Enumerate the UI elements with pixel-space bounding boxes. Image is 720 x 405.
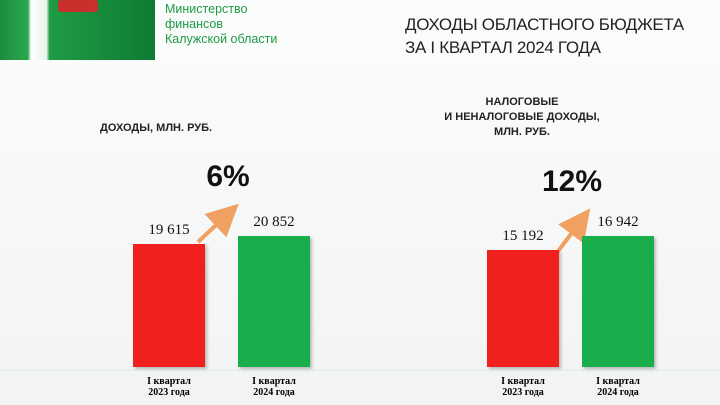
value-label: 16 942 <box>597 214 639 230</box>
growth-annotation: 12% <box>541 165 603 198</box>
chart-title: НАЛОГОВЫЕ И НЕНАЛОГОВЫЕ ДОХОДЫ, МЛН. РУБ… <box>444 96 600 138</box>
bar <box>133 243 205 367</box>
category-label: I квартал 2024 года <box>252 376 296 398</box>
category-label: I квартал 2023 года <box>147 376 191 398</box>
growth-annotation: 6% <box>206 160 250 193</box>
bar <box>238 236 310 367</box>
bar <box>582 236 654 367</box>
ministry-name: Министерство финансов Калужской области <box>165 2 278 46</box>
category-label: I квартал 2023 года <box>501 376 545 398</box>
bar <box>487 249 559 367</box>
value-label: 19 615 <box>148 221 190 238</box>
emblem-crown <box>58 0 98 12</box>
growth-arrow <box>196 203 239 244</box>
slide-title: ДОХОДЫ ОБЛАСТНОГО БЮДЖЕТА ЗА I КВАРТАЛ 2… <box>405 15 684 57</box>
value-label: 20 852 <box>253 214 295 230</box>
value-label: 15 192 <box>502 227 544 244</box>
category-label: I квартал 2024 года <box>596 376 640 398</box>
chart-title: ДОХОДЫ, МЛН. РУБ. <box>100 122 213 134</box>
